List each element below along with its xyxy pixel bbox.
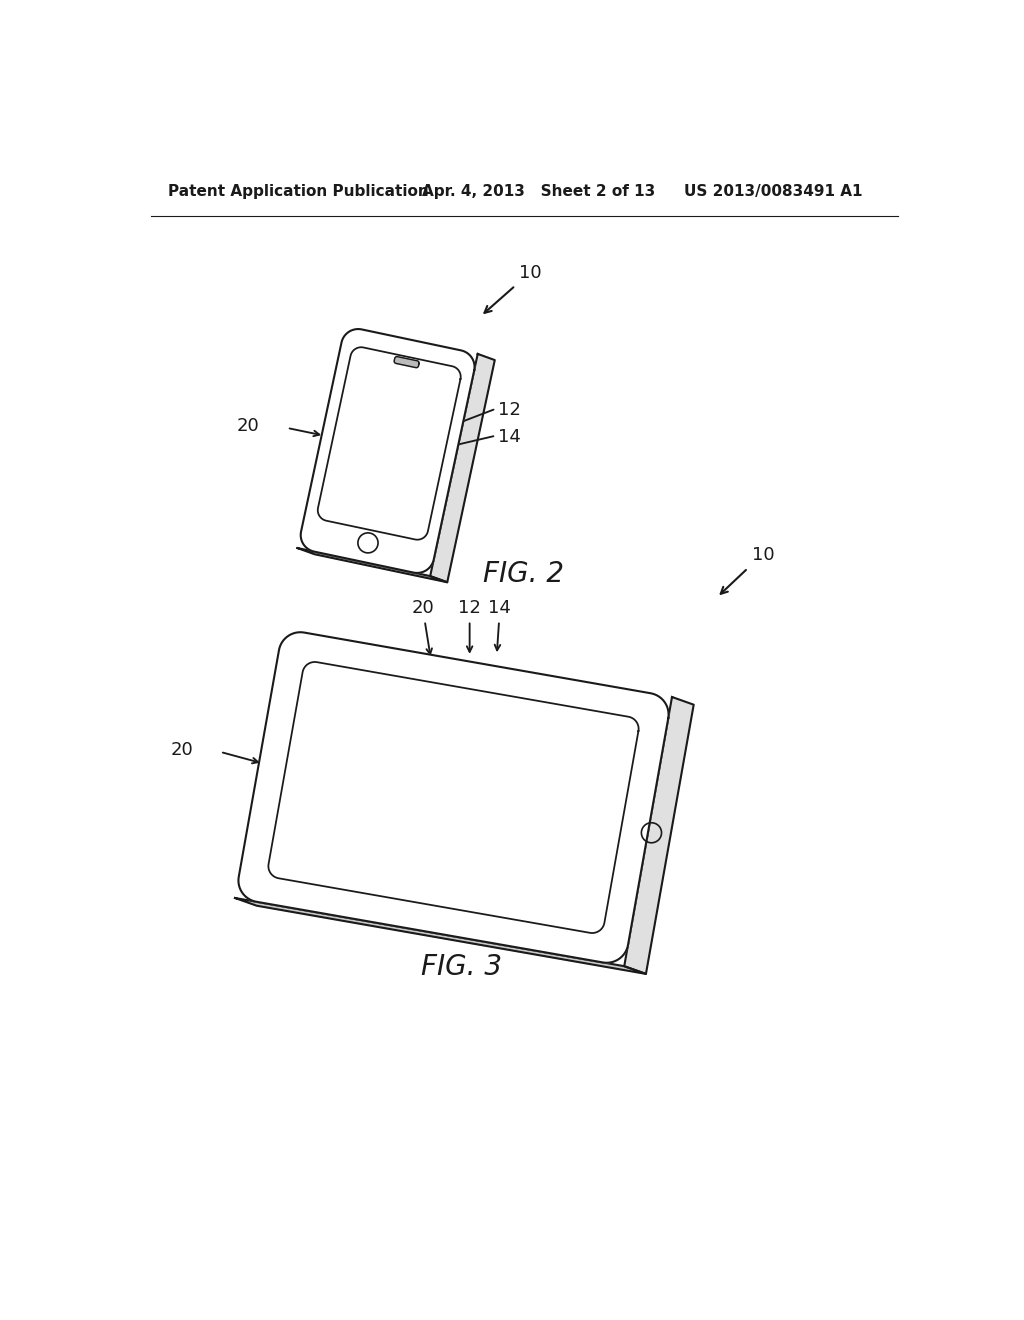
Text: FIG. 2: FIG. 2 bbox=[482, 560, 564, 589]
Text: Apr. 4, 2013   Sheet 2 of 13: Apr. 4, 2013 Sheet 2 of 13 bbox=[422, 185, 655, 199]
Text: 20: 20 bbox=[412, 599, 434, 616]
Text: FIG. 3: FIG. 3 bbox=[421, 953, 502, 981]
Polygon shape bbox=[430, 354, 495, 582]
Polygon shape bbox=[317, 347, 461, 540]
Polygon shape bbox=[268, 663, 639, 933]
Text: Patent Application Publication: Patent Application Publication bbox=[168, 185, 428, 199]
Text: 12: 12 bbox=[458, 599, 481, 616]
Text: 14: 14 bbox=[499, 428, 521, 446]
Text: 10: 10 bbox=[752, 546, 774, 564]
Polygon shape bbox=[239, 632, 669, 962]
Text: 14: 14 bbox=[487, 599, 511, 616]
Polygon shape bbox=[301, 329, 474, 573]
Text: 20: 20 bbox=[170, 741, 193, 759]
Text: 12: 12 bbox=[499, 401, 521, 420]
Polygon shape bbox=[625, 697, 693, 974]
Polygon shape bbox=[298, 548, 447, 582]
Text: 10: 10 bbox=[519, 264, 542, 281]
Text: US 2013/0083491 A1: US 2013/0083491 A1 bbox=[684, 185, 862, 199]
Polygon shape bbox=[234, 898, 646, 974]
Polygon shape bbox=[394, 356, 419, 368]
Text: 20: 20 bbox=[237, 417, 260, 436]
